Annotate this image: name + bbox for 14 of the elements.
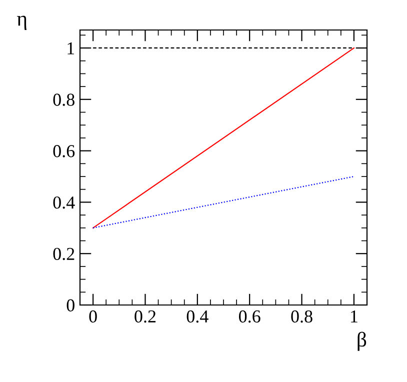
x-tick-label: 1 (351, 310, 358, 322)
y-tick-label: 0.6 (53, 145, 75, 158)
x-tick-label: 0.2 (134, 310, 156, 323)
y-tick-label: 0.2 (53, 248, 74, 260)
x-tick-label: 0.4 (186, 310, 208, 323)
y-tick-label: 0.8 (53, 94, 74, 106)
x-tick-label: 0 (89, 310, 97, 323)
y-tick-label: 0 (66, 299, 74, 312)
y-tick-label: 1 (68, 42, 74, 54)
x-axis-title: β (358, 332, 366, 351)
y-tick-label: 0.4 (53, 196, 75, 209)
y-axis-title: η (17, 16, 26, 30)
x-tick-label: 0.8 (291, 310, 312, 323)
x-tick-label: 0.6 (238, 310, 260, 323)
